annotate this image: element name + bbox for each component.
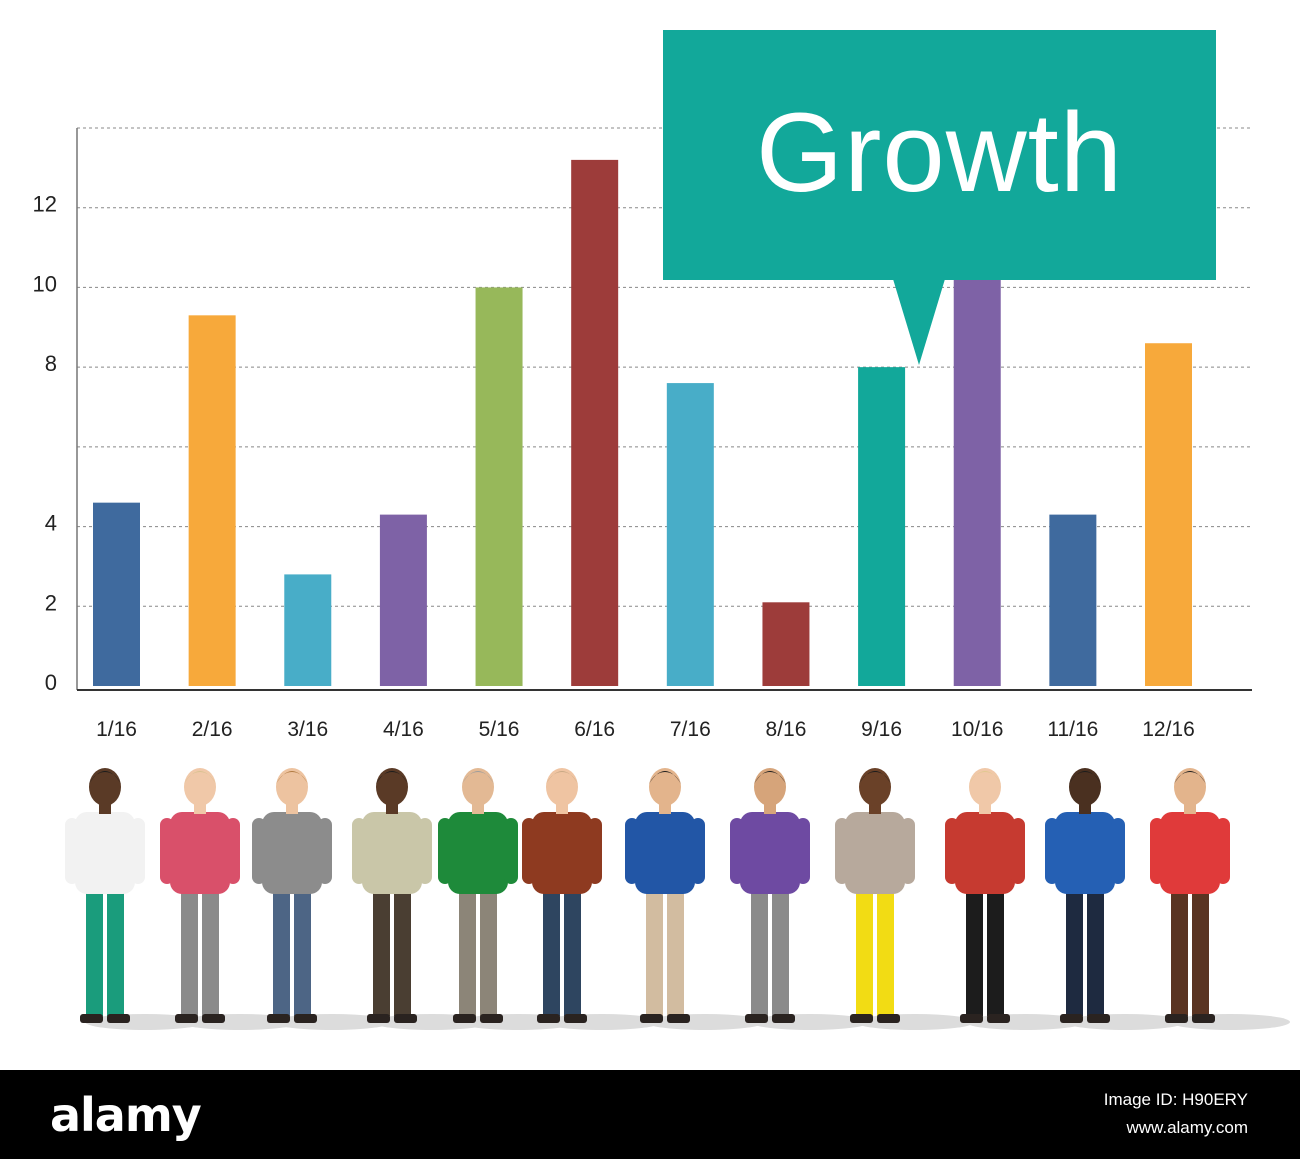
stock-image: 0 2 4 8 10 12 1/16 2/16 3/16 4/16 5/16 6/16 7/16 8/1… — [32, 30, 1290, 1030]
x-tick-label: 8/16 — [766, 718, 807, 741]
people-row — [65, 768, 1290, 1030]
bar-3-16 — [284, 574, 332, 686]
person-figure — [522, 768, 662, 1030]
bars — [93, 159, 1192, 686]
bar-4-16 — [379, 514, 427, 686]
person-figure — [1045, 768, 1185, 1030]
x-tick-label: 10/16 — [951, 718, 1004, 741]
y-tick-label: 0 — [45, 670, 57, 695]
image-id-value: H90ERY — [1182, 1090, 1248, 1109]
image-id: Image ID: H90ERY — [1103, 1090, 1248, 1109]
x-tick-labels: 1/16 2/16 3/16 4/16 5/16 6/16 7/16 8/16 9/16 10/1… — [96, 718, 1195, 741]
bar-7-16 — [666, 383, 714, 686]
growth-callout: Growth — [663, 30, 1216, 280]
person-figure — [252, 768, 392, 1030]
bar-1-16 — [93, 502, 140, 686]
person-figure — [1150, 768, 1290, 1030]
x-tick-label: 4/16 — [383, 718, 424, 741]
x-tick-label: 1/16 — [96, 718, 137, 741]
alamy-logo: alamy — [50, 1088, 202, 1142]
bar-6-16 — [571, 159, 619, 686]
bar-9-16 — [858, 367, 906, 686]
x-tick-label: 11/16 — [1047, 718, 1098, 741]
person-figure — [945, 768, 1085, 1030]
y-tick-label: 10 — [33, 271, 57, 296]
person-figure — [730, 768, 870, 1030]
y-tick-label: 4 — [45, 511, 57, 536]
x-tick-label: 12/16 — [1142, 718, 1195, 741]
bar-12-16 — [1145, 343, 1192, 686]
bar-8-16 — [762, 602, 810, 686]
y-tick-labels: 0 2 4 8 10 12 — [33, 192, 57, 695]
person-figure — [835, 768, 975, 1030]
y-tick-label: 2 — [45, 590, 57, 615]
x-tick-label: 9/16 — [861, 718, 902, 741]
person-figure — [160, 768, 300, 1030]
x-tick-label: 2/16 — [192, 718, 233, 741]
bar-2-16 — [188, 315, 236, 686]
watermark-bar: alamy Image ID: H90ERY www.alamy.com — [0, 1070, 1300, 1159]
bar-5-16 — [475, 287, 523, 686]
x-tick-label: 5/16 — [479, 718, 520, 741]
person-figure — [65, 768, 205, 1030]
person-figure — [625, 768, 765, 1030]
bar-11-16 — [1049, 514, 1097, 686]
bar-10-16 — [953, 267, 1001, 686]
bar-chart: 0 2 4 8 10 12 1/16 2/16 3/16 4/16 5/16 6/16 7/16 8/1… — [33, 127, 1252, 741]
site-url: www.alamy.com — [1126, 1118, 1248, 1137]
y-tick-label: 8 — [45, 351, 57, 376]
x-tick-label: 7/16 — [670, 718, 711, 741]
y-tick-label: 12 — [33, 192, 57, 217]
x-tick-label: 3/16 — [287, 718, 328, 741]
x-tick-label: 6/16 — [574, 718, 615, 741]
callout-text: Growth — [756, 90, 1123, 215]
callout-pointer — [893, 279, 945, 365]
